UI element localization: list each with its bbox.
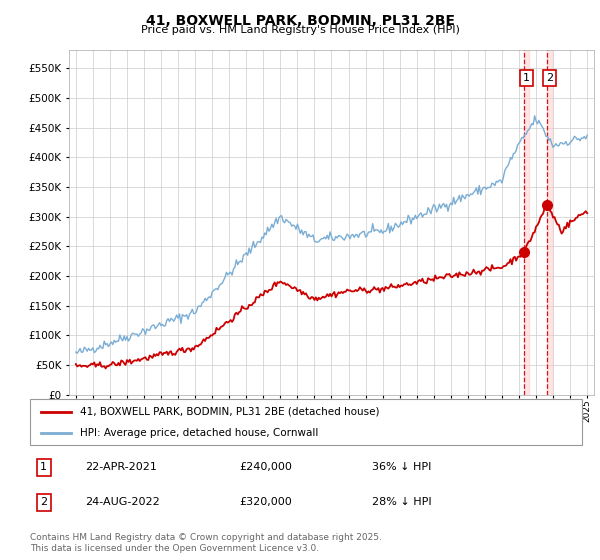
Text: 28% ↓ HPI: 28% ↓ HPI [372,497,432,507]
Text: £240,000: £240,000 [240,463,293,473]
Text: £320,000: £320,000 [240,497,293,507]
Text: 1: 1 [523,73,530,83]
Bar [524,50,529,395]
Text: 41, BOXWELL PARK, BODMIN, PL31 2BE: 41, BOXWELL PARK, BODMIN, PL31 2BE [146,14,455,28]
Text: 1: 1 [40,463,47,473]
Text: 41, BOXWELL PARK, BODMIN, PL31 2BE (detached house): 41, BOXWELL PARK, BODMIN, PL31 2BE (deta… [80,407,379,417]
Text: HPI: Average price, detached house, Cornwall: HPI: Average price, detached house, Corn… [80,428,318,438]
Bar [547,50,552,395]
Text: Price paid vs. HM Land Registry's House Price Index (HPI): Price paid vs. HM Land Registry's House … [140,25,460,35]
Text: Contains HM Land Registry data © Crown copyright and database right 2025.
This d: Contains HM Land Registry data © Crown c… [30,533,382,553]
FancyBboxPatch shape [30,399,582,445]
Text: 2: 2 [40,497,47,507]
Text: 36% ↓ HPI: 36% ↓ HPI [372,463,431,473]
Text: 2: 2 [546,73,553,83]
Text: 22-APR-2021: 22-APR-2021 [85,463,157,473]
Text: 24-AUG-2022: 24-AUG-2022 [85,497,160,507]
